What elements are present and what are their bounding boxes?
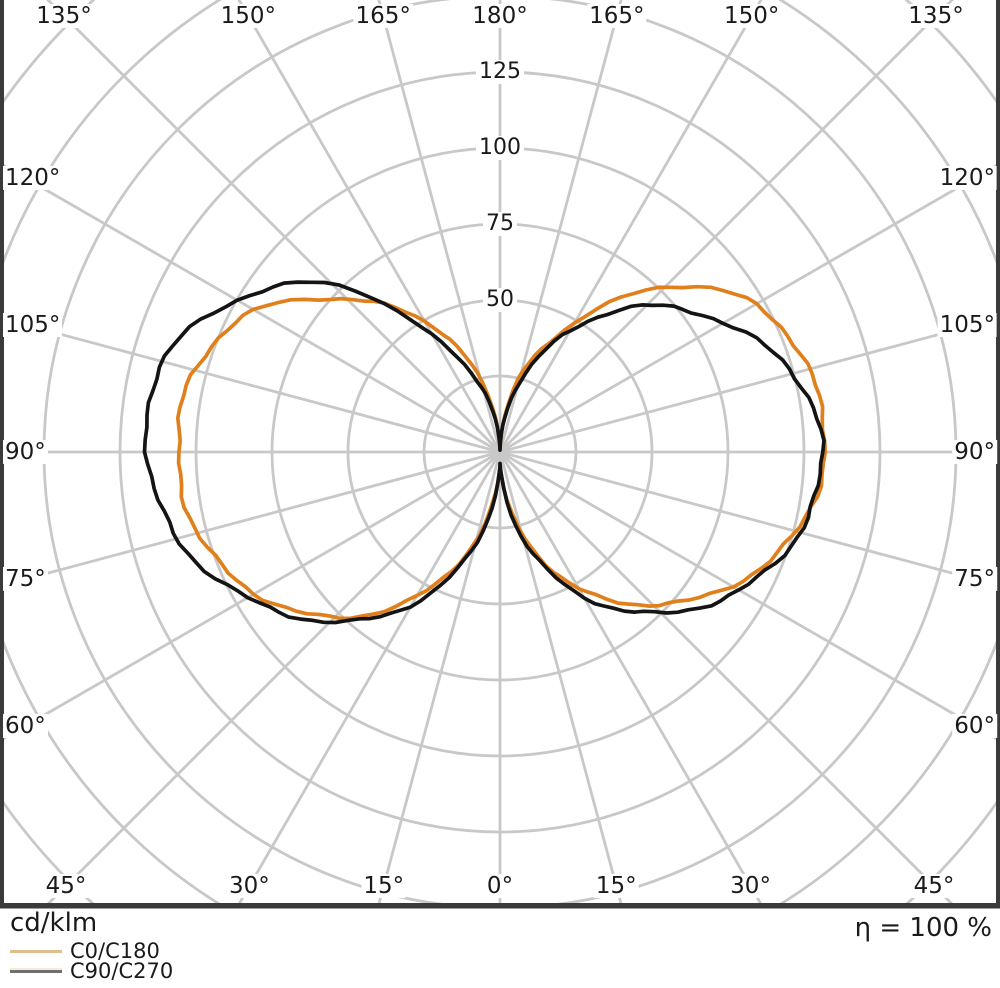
angle-label-left: 90° [3,438,48,465]
angle-label-left: 120° [3,164,63,191]
radial-tick-label: 50 [483,288,517,312]
angle-label-right: 75° [952,566,997,593]
angle-label-left: 60° [3,713,48,740]
legend-line-swatch-c90-c270 [10,970,62,973]
radial-tick-label: 75 [483,212,517,236]
chart-side-border [996,0,1000,908]
angle-label-right: 60° [952,713,997,740]
legend-label-c0-c180: C0/C180 [70,939,160,963]
angle-label-right: 90° [952,438,997,465]
efficiency-label: η = 100 % [854,913,992,943]
angle-label-left: 105° [3,311,63,338]
angle-label-bottom: 30° [728,872,773,899]
angle-label-top: 150° [722,2,782,29]
angle-label-top: 135° [34,2,94,29]
angle-label-top: 180° [470,2,530,29]
angle-label-bottom: 45° [43,872,89,899]
angle-label-right: 120° [937,164,997,191]
legend: C0/C180 C90/C270 [0,939,400,983]
legend-label-c90-c270: C90/C270 [70,959,174,983]
legend-line-swatch-c0-c180 [10,950,62,953]
radial-tick-label: 125 [476,60,524,84]
angle-label-top: 135° [906,2,966,29]
legend-faint-line [10,968,62,970]
angle-label-bottom: 30° [227,872,272,899]
radial-tick-label: 100 [476,136,524,160]
angle-label-bottom: 45° [911,872,957,899]
legend-row-c0-c180: C0/C180 [0,939,400,963]
angle-label-right: 105° [937,311,997,338]
curve-c90-c270 [142,280,826,625]
angle-label-top: 150° [218,2,278,29]
chart-side-border [0,0,4,908]
angle-label-bottom: 15° [361,872,407,899]
units-label: cd/klm [10,908,98,938]
angle-label-bottom: 15° [593,872,639,899]
angle-label-top: 165° [353,2,413,29]
angle-label-bottom: 0° [484,872,516,899]
angle-label-left: 75° [3,566,48,593]
chart-bottom-rule [0,903,1000,909]
legend-row-c90-c270: C90/C270 [0,959,400,983]
angle-label-top: 165° [587,2,647,29]
